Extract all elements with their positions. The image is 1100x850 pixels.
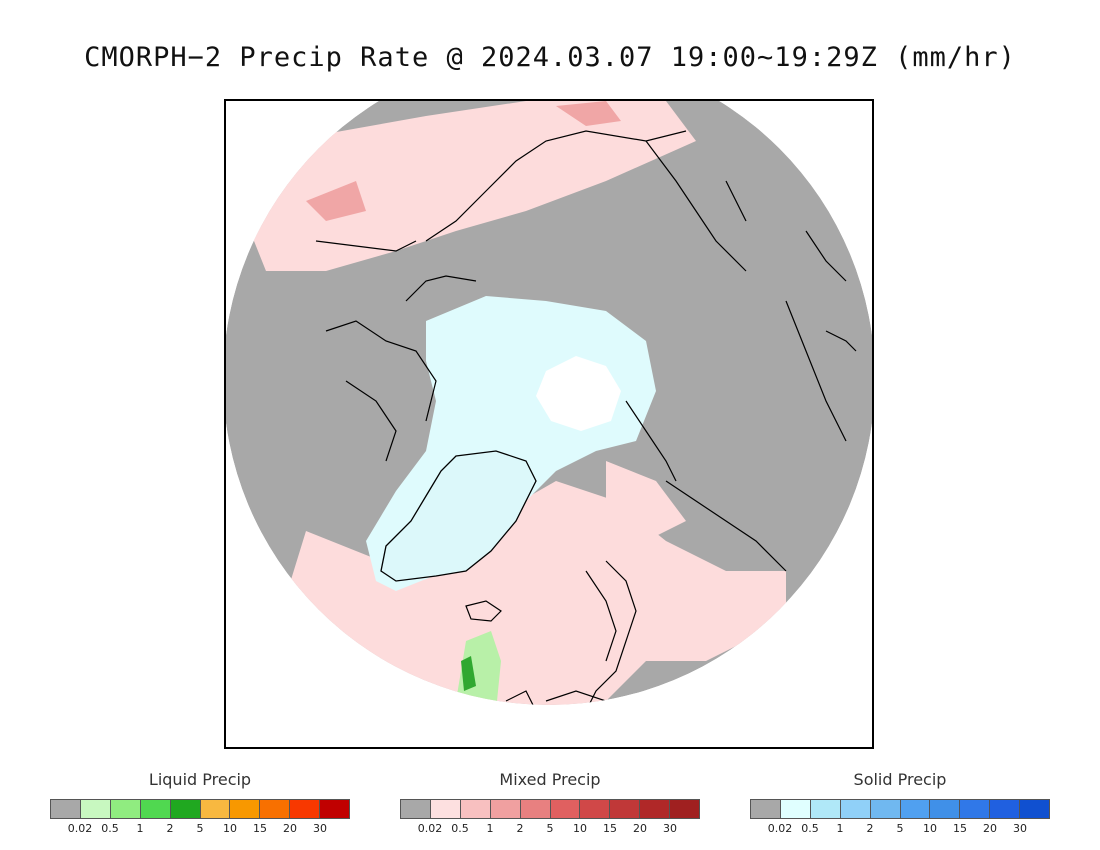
tick-label: 10 (923, 822, 937, 835)
color-swatch (170, 800, 201, 818)
color-swatch (320, 800, 350, 818)
color-swatch (780, 800, 811, 818)
colorbar-ticks: 0.02 0.5 1 2 5 10 15 20 30 (50, 819, 350, 835)
colorbar-mixed (400, 799, 700, 819)
tick-label: 2 (166, 822, 174, 835)
mixed-precip-area (556, 101, 621, 126)
color-swatch (900, 800, 931, 818)
liquid-precip-area (401, 706, 421, 729)
color-swatch (80, 800, 111, 818)
color-swatch (751, 800, 781, 818)
tick-label: 1 (486, 822, 494, 835)
color-swatch (520, 800, 551, 818)
color-swatch (990, 800, 1021, 818)
color-swatch (140, 800, 171, 818)
tick-label: 0.5 (801, 822, 819, 835)
legend-title-mixed: Mixed Precip (499, 770, 601, 789)
color-swatch (110, 800, 141, 818)
tick-label: 15 (603, 822, 617, 835)
legend-liquid: Liquid Precip 0.02 0.5 1 2 5 10 15 20 30 (50, 770, 350, 835)
mixed-precip-area (246, 101, 696, 271)
color-swatch (580, 800, 611, 818)
tick-label: 10 (573, 822, 587, 835)
color-swatch (960, 800, 991, 818)
mixed-precip-area (606, 461, 686, 541)
mixed-precip-area (306, 181, 366, 221)
tick-label: 30 (663, 822, 677, 835)
color-swatch (670, 800, 700, 818)
tick-label: 0.02 (767, 822, 793, 835)
legend-mixed: Mixed Precip 0.02 0.5 1 2 5 10 15 20 30 (400, 770, 700, 835)
tick-label: 30 (313, 822, 327, 835)
color-swatch (1020, 800, 1050, 818)
color-swatch (51, 800, 81, 818)
tick-label: 1 (836, 822, 844, 835)
legend-solid: Solid Precip 0.02 0.5 1 2 5 10 15 20 30 (750, 770, 1050, 835)
coastlines (315, 130, 857, 705)
color-swatch (490, 800, 521, 818)
colorbar-solid (750, 799, 1050, 819)
color-swatch (260, 800, 291, 818)
tick-label: 20 (983, 822, 997, 835)
colorbar-ticks: 0.02 0.5 1 2 5 10 15 20 30 (750, 819, 1050, 835)
color-swatch (460, 800, 491, 818)
tick-label: 1 (136, 822, 144, 835)
color-swatch (930, 800, 961, 818)
color-swatch (870, 800, 901, 818)
color-swatch (810, 800, 841, 818)
tick-label: 5 (896, 822, 904, 835)
tick-label: 15 (253, 822, 267, 835)
tick-label: 5 (546, 822, 554, 835)
color-swatch (401, 800, 431, 818)
tick-label: 5 (196, 822, 204, 835)
precip-map[interactable] (224, 99, 874, 749)
tick-label: 0.02 (417, 822, 443, 835)
tick-label: 10 (223, 822, 237, 835)
color-swatch (290, 800, 321, 818)
tick-label: 0.5 (101, 822, 119, 835)
tick-label: 2 (516, 822, 524, 835)
liquid-precip-area (461, 656, 476, 691)
legend-title-liquid: Liquid Precip (148, 770, 252, 789)
color-swatch (840, 800, 871, 818)
tick-label: 15 (953, 822, 967, 835)
snow-cover (536, 356, 621, 431)
colorbar-ticks: 0.02 0.5 1 2 5 10 15 20 30 (400, 819, 700, 835)
color-swatch (430, 800, 461, 818)
color-swatch (230, 800, 261, 818)
tick-label: 20 (633, 822, 647, 835)
greenland-ice (380, 450, 537, 582)
polar-map-svg (226, 101, 872, 729)
colorbar-liquid (50, 799, 350, 819)
map-title: CMORPH−2 Precip Rate @ 2024.03.07 19:00~… (84, 42, 1016, 73)
color-swatch (640, 800, 671, 818)
legend-title-solid: Solid Precip (853, 770, 947, 789)
color-swatch (550, 800, 581, 818)
color-swatch (200, 800, 231, 818)
tick-label: 30 (1013, 822, 1027, 835)
tick-label: 2 (866, 822, 874, 835)
tick-label: 0.02 (67, 822, 93, 835)
tick-label: 20 (283, 822, 297, 835)
color-swatch (610, 800, 641, 818)
tick-label: 0.5 (451, 822, 469, 835)
